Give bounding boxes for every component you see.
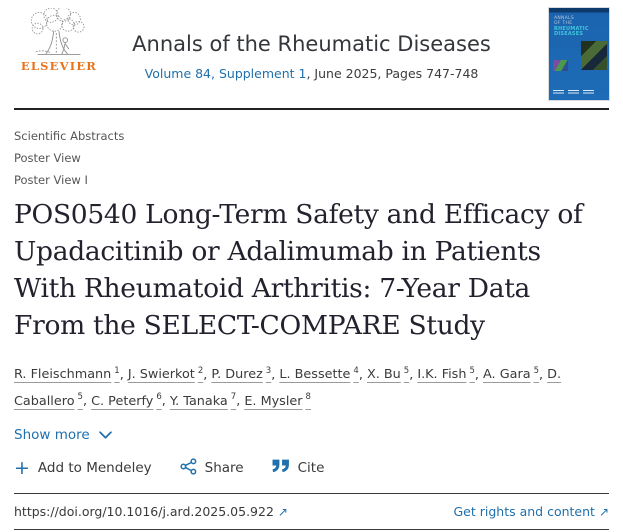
author-link[interactable]: P. Durez 3: [211, 366, 272, 383]
breadcrumb-category: Poster View: [14, 151, 81, 165]
external-link-icon: ↗: [598, 504, 609, 519]
action-bar: + Add to Mendeley Share Cite: [14, 457, 609, 480]
plus-icon: +: [14, 457, 30, 480]
doi-link[interactable]: https://doi.org/10.1016/j.ard.2025.05.92…: [14, 504, 288, 519]
journal-header: Annals of the Rheumatic Diseases Volume …: [14, 0, 609, 81]
mendeley-label: Add to Mendeley: [37, 460, 152, 477]
cover-publisher-logos: [553, 90, 594, 95]
author-link[interactable]: Y. Tanaka 7: [169, 392, 237, 409]
add-to-mendeley-button[interactable]: + Add to Mendeley: [14, 457, 152, 480]
elsevier-wordmark: ELSEVIER: [20, 59, 98, 73]
author-separator: ,: [358, 367, 367, 383]
author-separator: ,: [409, 367, 418, 383]
journal-cover-thumbnail[interactable]: ANNALS OF THE RHEUMATIC DISEASES: [549, 8, 609, 100]
chevron-down-icon: [98, 427, 112, 443]
author-link[interactable]: D. Caballero 5: [14, 367, 562, 409]
author-separator: ,: [82, 393, 92, 409]
author-separator: ,: [538, 367, 548, 383]
title-line: With Rheumatoid Arthritis: 7-Year Data: [14, 273, 531, 304]
cite-button[interactable]: Cite: [272, 459, 325, 477]
author-link[interactable]: L. Bessette 4: [279, 366, 359, 383]
author-link[interactable]: I.K. Fish 5: [417, 366, 475, 383]
show-more-label: Show more: [14, 426, 90, 443]
cover-photo-collage: [581, 41, 607, 70]
get-rights-link[interactable]: Get rights and content ↗: [453, 504, 609, 519]
rights-label: Get rights and content: [453, 503, 595, 519]
cover-title: ANNALS OF THE RHEUMATIC DISEASES: [554, 16, 589, 38]
share-button[interactable]: Share: [180, 457, 244, 479]
cover-figure-thumbnail: [553, 60, 568, 71]
author-separator: ,: [236, 393, 245, 409]
author-link[interactable]: A. Gara 5: [483, 366, 539, 383]
issue-line: Volume 84, Supplement 1, June 2025, Page…: [14, 66, 609, 81]
author-separator: ,: [119, 367, 128, 383]
external-link-icon: ↗: [277, 504, 288, 519]
issue-suffix: , June 2025, Pages 747-748: [306, 66, 479, 81]
doi-strip: https://doi.org/10.1016/j.ard.2025.05.92…: [14, 492, 609, 530]
show-more-button[interactable]: Show more: [14, 427, 112, 443]
author-separator: ,: [161, 393, 170, 409]
author-link[interactable]: E. Mysler 8: [244, 392, 311, 409]
elsevier-tree-icon: [16, 8, 102, 58]
author-link[interactable]: X. Bu 5: [366, 366, 410, 383]
breadcrumb-section: Scientific Abstracts: [14, 129, 125, 143]
author-link[interactable]: C. Peterfy 6: [91, 392, 162, 409]
title-line: POS0540 Long-Term Safety and Efficacy of: [14, 199, 583, 230]
page-title: POS0540 Long-Term Safety and Efficacy of…: [14, 196, 609, 344]
author-link[interactable]: R. Fleischmann 1: [14, 366, 120, 383]
cover-line: DISEASES: [554, 31, 584, 38]
author-separator: ,: [203, 367, 212, 383]
title-line: From the SELECT-COMPARE Study: [14, 310, 485, 341]
cover-line: RHEUMATIC: [554, 25, 589, 32]
share-icon: [180, 457, 197, 479]
author-separator: ,: [474, 367, 484, 383]
cover-line: ANNALS: [554, 16, 575, 21]
title-line: Upadacitinib or Adalimumab in Patients: [14, 236, 541, 267]
cover-line: OF THE: [554, 21, 573, 27]
volume-link[interactable]: Volume 84, Supplement 1: [144, 66, 307, 81]
breadcrumb: Scientific Abstracts Poster View Poster …: [14, 130, 609, 186]
journal-banner: ELSEVIER Annals of the Rheumatic Disease…: [14, 0, 609, 110]
breadcrumb-subcategory: Poster View I: [14, 173, 88, 187]
doi-text: https://doi.org/10.1016/j.ard.2025.05.92…: [14, 503, 274, 519]
share-label: Share: [204, 460, 244, 477]
elsevier-logo[interactable]: ELSEVIER: [16, 8, 102, 73]
author-list: R. Fleischmann 1, J. Swierkot 2, P. Durez 3…: [14, 360, 609, 413]
cite-label: Cite: [297, 460, 325, 477]
cite-quote-icon: [272, 459, 290, 477]
author-link[interactable]: J. Swierkot 2: [127, 366, 204, 383]
journal-title-link[interactable]: Annals of the Rheumatic Diseases: [132, 32, 491, 56]
author-separator: ,: [271, 367, 280, 383]
